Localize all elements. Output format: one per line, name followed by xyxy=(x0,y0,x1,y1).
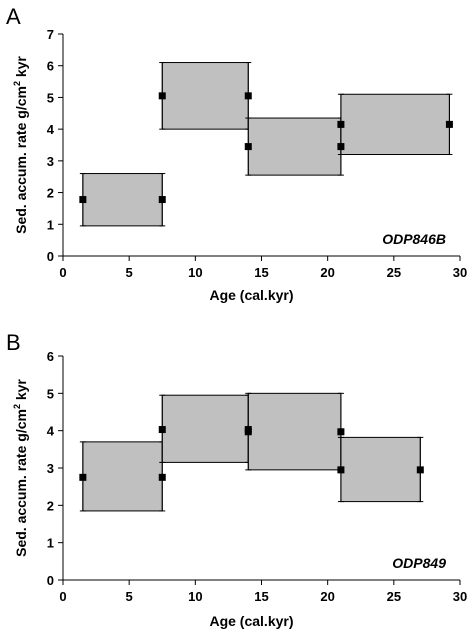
data-point xyxy=(337,428,345,436)
y-tick-label: 7 xyxy=(47,27,54,42)
site-label: ODP846B xyxy=(382,231,446,247)
data-point xyxy=(416,466,424,474)
y-tick-label: 3 xyxy=(47,154,54,169)
y-tick-label: 2 xyxy=(47,498,54,513)
y-axis-title: Sed. accum. rate g/cm2 kyr xyxy=(12,56,29,234)
x-tick-label: 10 xyxy=(188,589,202,604)
y-tick-label: 5 xyxy=(47,386,54,401)
range-box-2 xyxy=(161,62,249,130)
data-point xyxy=(337,120,345,128)
x-tick-label: 15 xyxy=(254,265,268,280)
panel-letter: A xyxy=(6,4,21,29)
data-point xyxy=(337,143,345,151)
y-tick-label: 4 xyxy=(47,122,55,137)
range-box-3 xyxy=(247,117,342,176)
x-tick-label: 25 xyxy=(387,589,401,604)
x-tick-label: 10 xyxy=(188,265,202,280)
range-box-3 xyxy=(247,392,342,471)
y-tick-label: 4 xyxy=(47,424,55,439)
range-box-1 xyxy=(82,441,163,512)
data-point xyxy=(244,143,252,151)
y-axis-title-tail: kyr xyxy=(13,379,29,404)
y-tick-label: 5 xyxy=(47,90,54,105)
x-tick-label: 5 xyxy=(126,589,133,604)
x-tick-label: 15 xyxy=(254,589,268,604)
x-tick-label: 30 xyxy=(453,589,467,604)
range-box-4 xyxy=(340,93,450,156)
range-box-2 xyxy=(161,394,249,463)
data-point xyxy=(337,466,345,474)
y-tick-label: 3 xyxy=(47,461,54,476)
y-tick-label: 6 xyxy=(47,349,54,364)
data-point xyxy=(158,473,166,481)
range-box-1 xyxy=(82,173,163,227)
site-label: ODP849 xyxy=(392,555,446,571)
y-axis-title-sup: 2 xyxy=(12,81,22,86)
data-point xyxy=(158,426,166,434)
data-point xyxy=(158,196,166,204)
y-axis-title-main: Sed. accum. rate g/cm xyxy=(13,86,29,234)
x-tick-label: 20 xyxy=(320,589,334,604)
x-tick-label: 0 xyxy=(59,265,66,280)
y-axis-title-tail: kyr xyxy=(13,56,29,81)
y-axis-title-sup: 2 xyxy=(12,404,22,409)
chart-panel-b: B 0 1 2 3 4 5 6 0 5 10 15 20 25 30 Age (cal.kyr) Sed. ac… xyxy=(6,330,467,629)
y-tick-label: 6 xyxy=(47,59,54,74)
x-axis-title: Age (cal.kyr) xyxy=(209,613,293,629)
x-tick-label: 5 xyxy=(126,265,133,280)
y-axis-title: Sed. accum. rate g/cm2 kyr xyxy=(12,379,29,557)
x-tick-label: 30 xyxy=(453,265,467,280)
chart-panel-a: A 0 1 2 3 4 5 6 7 0 5 10 15 20 25 30 Age (cal.kyr) Sed. a… xyxy=(6,4,467,303)
data-point xyxy=(158,92,166,100)
data-point xyxy=(79,196,87,204)
data-point xyxy=(79,473,87,481)
x-tick-label: 0 xyxy=(59,589,66,604)
x-tick-label: 20 xyxy=(320,265,334,280)
y-tick-label: 0 xyxy=(47,249,54,264)
x-axis-title: Age (cal.kyr) xyxy=(209,287,293,303)
data-point xyxy=(244,428,252,436)
y-tick-label: 1 xyxy=(47,536,54,551)
panel-letter: B xyxy=(6,330,21,355)
y-axis-title-main: Sed. accum. rate g/cm xyxy=(13,409,29,557)
y-tick-label: 1 xyxy=(47,217,54,232)
data-point xyxy=(445,120,453,128)
range-box-4 xyxy=(340,436,421,503)
data-point xyxy=(244,92,252,100)
x-tick-label: 25 xyxy=(387,265,401,280)
y-tick-label: 2 xyxy=(47,186,54,201)
y-tick-label: 0 xyxy=(47,573,54,588)
